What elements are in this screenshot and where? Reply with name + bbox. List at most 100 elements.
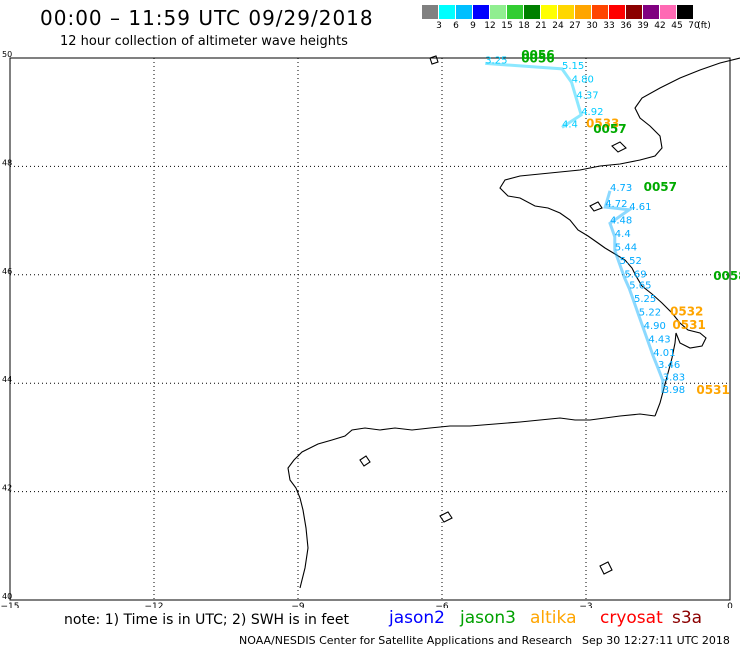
scale-swatch — [558, 5, 575, 19]
lat-tick-label: 40 — [2, 592, 12, 601]
wave-height-values: 3.25 5.154.804.374.924.44.734.72 4.614.484… — [485, 55, 685, 396]
scale-swatch — [524, 5, 541, 19]
scale-label: 21 — [535, 21, 547, 31]
island-6 — [429, 55, 439, 65]
scale-swatch — [507, 5, 524, 19]
scale-label: 30 — [586, 21, 598, 31]
scale-swatch — [575, 5, 592, 19]
scale-swatch — [643, 5, 660, 19]
pass-time-labels: 005600560533005700570058053205310531 — [521, 48, 740, 397]
wave-height-label: 5.25 — [634, 294, 656, 305]
scale-swatch — [439, 5, 456, 19]
scale-label: 39 — [637, 21, 649, 31]
pass-time-label: 0057 — [644, 180, 677, 194]
scale-label: 12 — [484, 21, 496, 31]
scale-swatch — [609, 5, 626, 19]
wave-height-label: 4.80 — [572, 74, 594, 85]
wave-height-label: 4.92 — [581, 107, 603, 118]
wave-height-label: 4.43 — [648, 335, 670, 346]
wave-height-label: 5.65 — [629, 280, 651, 291]
lon-tick-label: 0 — [727, 602, 733, 608]
coastline-iberia — [287, 413, 656, 589]
scale-swatch — [626, 5, 643, 19]
wave-height-label: 3.98 — [663, 385, 685, 396]
wave-height-label: 5.22 — [639, 307, 661, 318]
scale-label: 6 — [453, 21, 459, 31]
legend-jason2: jason2 — [389, 608, 445, 628]
scale-swatch — [490, 5, 507, 19]
wave-height-label: 4.01 — [653, 348, 675, 359]
footer-note: note: 1) Time is in UTC; 2) SWH is in fe… — [64, 612, 350, 628]
scale-swatch — [422, 5, 439, 19]
scale-swatch — [473, 5, 490, 19]
lat-tick-label: 46 — [2, 267, 12, 276]
scale-swatch — [677, 5, 694, 19]
credit-line: NOAA/NESDIS Center for Satellite Applica… — [239, 634, 573, 647]
pass-time-label: 0058 — [713, 269, 740, 283]
generated-timestamp: Sep 30 12:27:11 UTC 2018 — [582, 634, 730, 647]
wave-height-label: 5.15 — [562, 61, 584, 72]
scale-label: 45 — [671, 21, 683, 31]
scale-label: 9 — [470, 21, 476, 31]
scale-unit: (ft) — [697, 21, 711, 31]
wave-height-label: 4.48 — [610, 215, 632, 226]
island-2 — [589, 201, 603, 212]
scale-label: 18 — [518, 21, 530, 31]
wave-height-label: 4.73 — [610, 183, 632, 194]
coastline-france — [499, 57, 740, 417]
wave-height-label: 4.90 — [644, 321, 666, 332]
pass-time-label: 0531 — [672, 318, 705, 332]
scale-label: 42 — [654, 21, 666, 31]
scale-swatch — [660, 5, 677, 19]
scale-swatch — [592, 5, 609, 19]
coastline — [287, 55, 740, 589]
lat-lon-grid — [9, 57, 731, 601]
island-4 — [599, 561, 613, 575]
wave-height-label: 5.52 — [620, 256, 642, 267]
wave-height-label: 4.4 — [562, 119, 578, 130]
island-1 — [611, 141, 627, 153]
lon-tick-label: −9 — [291, 602, 305, 608]
map-title: 00:00 – 11:59 UTC 09/29/2018 — [40, 6, 374, 30]
island-3 — [439, 511, 453, 523]
legend-s3a: s3a — [672, 608, 703, 628]
scale-labels: 3 6 9 12 15 18 21 24 27 30 33 36 39 42 45 70 (ft) — [422, 19, 711, 33]
island-5 — [359, 455, 371, 467]
pass-time-label: 0056 — [521, 48, 554, 62]
wave-height-color-scale: 3 6 9 12 15 18 21 24 27 30 33 36 39 42 45 70 (ft) — [422, 5, 711, 33]
wave-height-label: 4.72 — [605, 199, 627, 210]
scale-label: 27 — [569, 21, 581, 31]
lat-tick-label: 48 — [2, 158, 12, 167]
wave-height-label: 3.46 — [658, 360, 680, 371]
lat-tick-label: 44 — [2, 375, 12, 384]
lon-tick-label: −6 — [435, 602, 449, 608]
wave-height-label: 5.69 — [624, 270, 646, 281]
wave-height-label: 4.61 — [629, 202, 651, 213]
legend-jason3: jason3 — [460, 608, 516, 628]
scale-label: 70 — [688, 21, 700, 31]
track-jason3 — [603, 190, 665, 393]
wave-height-label: 4.37 — [576, 91, 598, 102]
wave-height-label: 3.25 — [485, 55, 507, 66]
lon-tick-label: −12 — [145, 602, 164, 608]
legend-cryosat: cryosat — [600, 608, 663, 628]
map-subtitle: 12 hour collection of altimeter wave hei… — [60, 34, 348, 49]
pass-time-label: 0531 — [696, 383, 729, 397]
lat-tick-label: 50 — [2, 50, 12, 59]
altimeter-map: 3.25 5.154.804.374.924.44.734.72 4.614.484… — [1, 48, 740, 608]
pass-time-label: 0532 — [670, 304, 703, 318]
color-swatches — [422, 5, 694, 19]
lat-tick-label: 42 — [2, 484, 12, 493]
axis-labels: −15 −12 −9 −6 −3 0 50 48 46 44 42 40 — [1, 50, 734, 608]
map-frame — [9, 57, 731, 601]
scale-label: 3 — [436, 21, 442, 31]
pass-time-label: 0056 — [521, 51, 554, 65]
pass-time-label: 0057 — [593, 122, 626, 136]
legend-altika: altika — [530, 608, 577, 628]
wave-height-label: 4.4 — [615, 229, 631, 240]
scale-label: 36 — [620, 21, 632, 31]
scale-label: 33 — [603, 21, 615, 31]
track-jason2 — [485, 61, 583, 129]
scale-label: 15 — [501, 21, 513, 31]
pass-time-label: 0533 — [586, 116, 619, 130]
